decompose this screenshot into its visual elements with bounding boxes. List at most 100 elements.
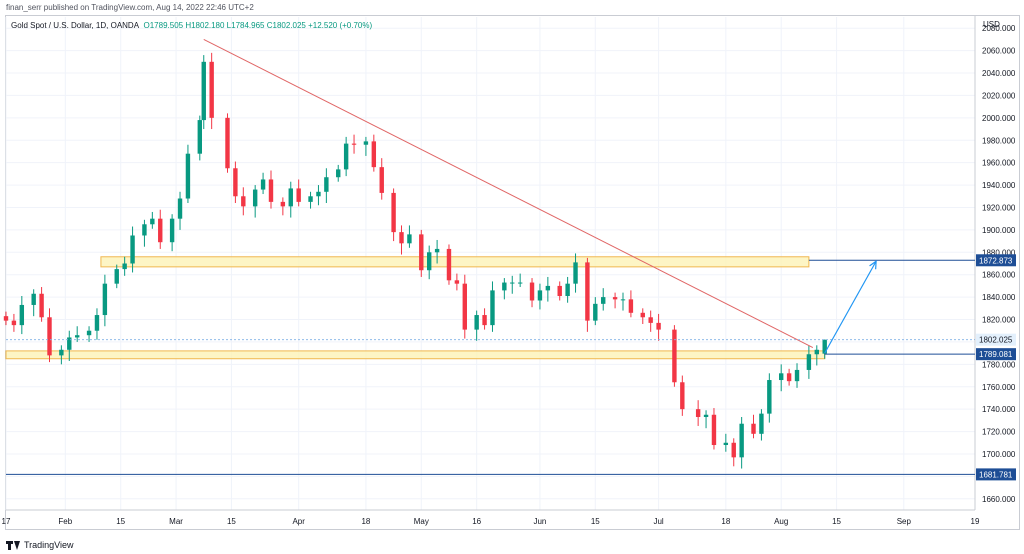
x-tick-label: Jul [653,517,663,526]
y-tick-label: 1760.000 [982,383,1016,392]
x-tick-label: 16 [472,517,481,526]
candle-body [11,320,17,326]
x-tick-label: Jun [533,517,546,526]
currency-label: USD [983,20,1000,29]
candle-body [363,141,369,145]
x-tick-label: Sep [897,517,912,526]
price-label: 1789.081 [979,350,1013,359]
x-tick-label: Mar [169,517,183,526]
candle-body [142,224,147,236]
candle-body [462,283,467,330]
candle-body [209,61,214,118]
candle-body [316,191,321,197]
candle-body [150,218,155,225]
y-tick-label: 2060.000 [982,47,1016,56]
candle-body [794,369,800,382]
candle-body [225,117,230,169]
candle-body [593,303,598,321]
x-tick-label: 15 [116,517,125,526]
x-tick-label: 15 [227,517,236,526]
candle-body [94,315,100,331]
candle-body [47,317,52,356]
price-label-bg [976,468,1016,481]
price-label-bg [976,254,1016,267]
candle-body [399,232,404,244]
candle-body [703,414,709,418]
projection-arrow [824,260,877,354]
candle-body [434,248,440,253]
candle-body [545,285,551,291]
candle-body [336,169,341,178]
y-tick-label: 1740.000 [982,405,1016,414]
x-tick-label: 15 [591,517,600,526]
candle-body [620,299,626,301]
candle-body [759,413,764,434]
symbol-name: Gold Spot / U.S. Dollar, 1D, OANDA [11,21,140,30]
y-tick-label: 1880.000 [982,248,1016,257]
candle-body [537,290,543,301]
price-label: 1681.781 [979,470,1013,479]
candle-body [557,285,562,296]
candle-body [529,282,535,301]
y-tick-label: 2080.000 [982,24,1016,33]
candle-body [731,442,736,458]
candle-body [786,373,792,382]
y-tick-label: 1960.000 [982,159,1016,168]
candle-body [806,354,812,370]
last-price-label-bg [976,333,1016,346]
x-tick-label: Aug [774,517,788,526]
candle-body [502,282,507,291]
x-tick-label: 19 [971,517,980,526]
candle-body [585,262,590,321]
trendline [203,38,814,348]
x-tick-label: 15 [832,517,841,526]
candle-body [86,330,92,336]
candle-body [324,177,329,192]
brand-label: TradingView [24,540,74,550]
candle-body [177,198,183,219]
y-tick-label: 1820.000 [982,316,1016,325]
candle-body [351,143,357,145]
resistance-zone [100,256,810,268]
candle-body [711,414,717,446]
candle-body [268,179,274,202]
candle-body [656,322,661,330]
candle-body [197,120,202,154]
y-tick-label: 2000.000 [982,114,1016,123]
candle-body [3,316,9,321]
candle-body [751,423,756,434]
candle-body [158,218,163,243]
candle-body [241,196,246,207]
y-tick-label: 1920.000 [982,203,1016,212]
candle-body [739,423,744,458]
candle-body [201,61,206,121]
price-label: 1872.873 [979,256,1013,265]
candle-body [288,188,293,207]
candle-body [74,335,80,338]
x-tick-label: May [414,517,429,526]
candle-body [102,283,108,316]
y-tick-label: 1940.000 [982,181,1016,190]
candle-body [252,189,258,207]
candle-body [308,196,313,202]
support-zone [5,350,826,360]
candle-body [185,153,191,199]
y-tick-label: 1660.000 [982,495,1016,504]
candle-body [723,442,729,446]
candle-body [822,339,827,354]
candle-body [565,283,570,296]
y-tick-label: 1780.000 [982,360,1016,369]
ohlc-values: O1789.505 H1802.180 L1784.965 C1802.025 … [143,21,373,30]
y-tick-label: 2020.000 [982,91,1016,100]
candle-body [510,282,515,284]
candle-body [19,304,25,326]
candle-body [130,235,135,264]
x-tick-label: 17 [2,517,11,526]
candle-body [601,297,606,304]
y-tick-label: 1720.000 [982,428,1016,437]
candle-body [59,349,64,356]
y-tick-label: 1700.000 [982,450,1016,459]
footer-brand[interactable]: TradingView [6,540,74,550]
candle-body [296,188,301,202]
